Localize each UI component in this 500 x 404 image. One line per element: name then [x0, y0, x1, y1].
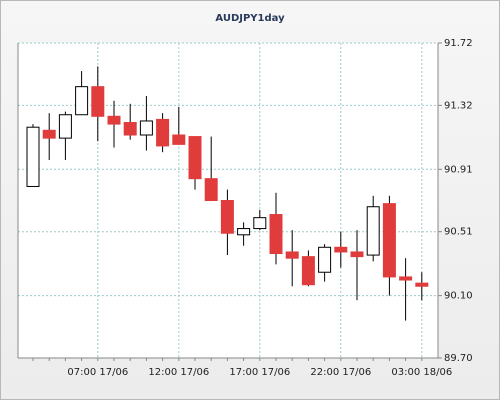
x-tick-label: 17:00 17/06	[229, 367, 290, 378]
candle-body	[399, 276, 413, 281]
y-tick-label: 90.51	[444, 227, 473, 238]
candle-body	[301, 256, 315, 286]
candle-body	[318, 246, 332, 273]
x-tick-label: 12:00 17/06	[148, 367, 209, 378]
y-tick-label: 91.32	[444, 100, 473, 111]
candle-body	[253, 217, 267, 230]
y-tick-label: 90.10	[444, 291, 473, 302]
candle-body	[42, 129, 56, 139]
x-tick-label: 07:00 17/06	[67, 367, 128, 378]
candle-body	[285, 251, 299, 259]
candle-body	[188, 136, 202, 180]
y-tick-label: 90.91	[444, 164, 473, 175]
candle-body	[269, 214, 283, 255]
y-tick-label: 89.70	[444, 353, 473, 364]
candle-body	[204, 178, 218, 202]
candle-body	[123, 122, 137, 136]
candle-body	[139, 120, 153, 136]
candle-body	[366, 206, 380, 256]
candle-body	[350, 251, 364, 258]
x-tick-label: 22:00 17/06	[310, 367, 371, 378]
candle-body	[58, 114, 72, 139]
chart-title: AUDJPY1day	[215, 13, 285, 24]
candle-body	[107, 115, 121, 125]
x-tick-label: 03:00 18/06	[391, 367, 452, 378]
candle-body	[26, 126, 40, 187]
candle-body	[237, 228, 251, 236]
candle-body	[156, 118, 170, 147]
candle-body	[415, 282, 429, 287]
y-tick-label: 91.72	[444, 38, 473, 49]
candle-body	[382, 203, 396, 278]
candle-body	[75, 86, 89, 116]
candle-body	[334, 246, 348, 253]
candle-body	[172, 134, 186, 145]
candle-body	[220, 200, 234, 234]
candle-body	[91, 86, 105, 117]
